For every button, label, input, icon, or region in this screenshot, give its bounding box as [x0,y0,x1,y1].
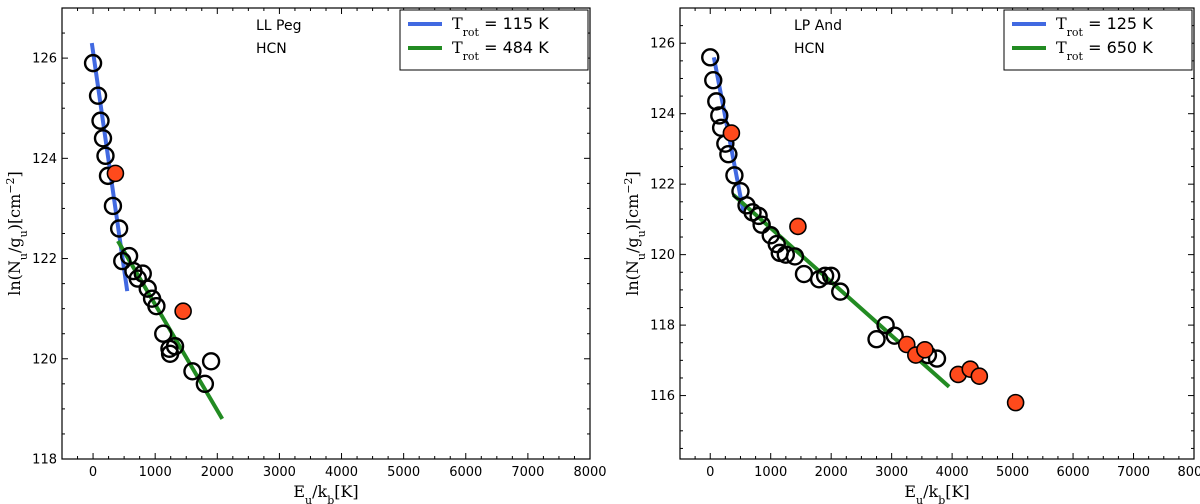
data-point-open [821,266,841,285]
data-point-open [704,71,723,90]
x-tick-label: 4000 [325,465,358,480]
data-point-open [165,337,185,356]
legend-entry: Trot = 650 K [1056,38,1153,63]
data-point-open [96,146,115,166]
x-axis-label: Eu/kb[K] [904,482,969,504]
legend-entry: Trot = 484 K [452,38,549,63]
data-point-open [749,206,768,226]
annotation-1: LL Peg [256,18,302,34]
chart-panel-1: 0 1000 2000 3000 4000 5000 6000 7000 8000 118 120 1… [4,7,607,504]
data-point-filled [970,367,989,385]
y-tick-label: 116 [650,389,675,404]
data-point-open [885,326,904,345]
y-tick-label: 124 [650,107,675,122]
x-tick-label: 4000 [936,465,969,480]
x-tick-label: 1000 [139,465,172,480]
y-tick-label: 118 [650,319,675,334]
data-point-open [831,282,850,301]
annotation-1: LP And [794,18,842,34]
data-point-open [776,245,796,264]
y-tick-label: 120 [32,352,57,367]
y-tick-label: 122 [32,252,57,267]
data-point-open [201,352,221,371]
data-point-open [88,86,108,105]
annotation-2: HCN [256,41,287,57]
annotation-2: HCN [794,41,825,57]
data-point-open [147,296,166,316]
data-point-filled [789,217,807,236]
data-point-open [128,269,147,288]
x-tick-label: 5000 [996,465,1029,480]
x-tick-label: 3000 [875,465,908,480]
x-tick-label: 1000 [754,465,787,480]
data-point-open [93,129,113,148]
x-tick-label: 8000 [1177,465,1200,480]
data-point-open [701,48,720,67]
data-point-open [725,166,744,185]
data-point-open [794,264,814,284]
data-point-open [767,234,786,254]
data-point-open [710,106,729,125]
x-axis-label: Eu/kb[K] [293,482,358,504]
data-point-open [752,215,771,234]
legend-box [1003,9,1193,71]
x-tick-label: 7000 [511,465,544,480]
x-tick-label: 5000 [387,465,420,480]
y-axis-label: ln(Nu/gu)[cm−2] [4,171,30,296]
x-tick-label: 3000 [263,465,296,480]
legend-entry: Trot = 125 K [1056,14,1153,39]
x-tick-label: 2000 [201,465,234,480]
chart-panel-2: 0 1000 2000 3000 4000 5000 6000 7000 8000 116 118 1… [622,7,1200,504]
plot-frame [679,7,1195,460]
x-tick-label: 0 [706,465,714,480]
data-point-open [103,196,123,216]
x-tick-label: 7000 [1117,465,1150,480]
data-point-open [91,111,110,130]
data-point-filled [916,340,934,359]
data-point-open [719,145,738,164]
data-point-open [927,349,947,368]
data-point-open [183,362,202,381]
data-point-open [867,330,886,349]
data-point-filled [1006,393,1025,412]
y-tick-label: 118 [32,453,57,468]
data-point-open [785,247,805,266]
x-tick-label: 2000 [815,465,848,480]
x-tick-label: 0 [89,465,97,480]
y-tick-label: 122 [650,178,675,193]
data-point-open [138,279,157,298]
y-tick-label: 126 [32,52,57,67]
data-point-open [707,92,726,111]
data-point-open [109,219,129,238]
data-point-open [83,53,103,73]
data-point-filled [722,124,741,142]
y-tick-label: 124 [32,152,57,167]
legend-entry: Trot = 115 K [452,14,549,39]
data-point-open [154,324,173,343]
plot-frame [61,7,591,460]
y-tick-label: 126 [650,37,675,52]
x-tick-label: 6000 [449,465,482,480]
x-tick-label: 8000 [573,465,606,480]
x-tick-label: 6000 [1057,465,1090,480]
data-point-filled [174,302,192,320]
data-point-open [195,374,215,394]
data-point-open [876,315,895,335]
legend-box [399,9,589,71]
y-axis-label: ln(Nu/gu)[cm−2] [622,171,648,296]
data-point-open [815,266,835,285]
y-tick-label: 120 [650,248,675,263]
data-point-filled [106,164,125,183]
